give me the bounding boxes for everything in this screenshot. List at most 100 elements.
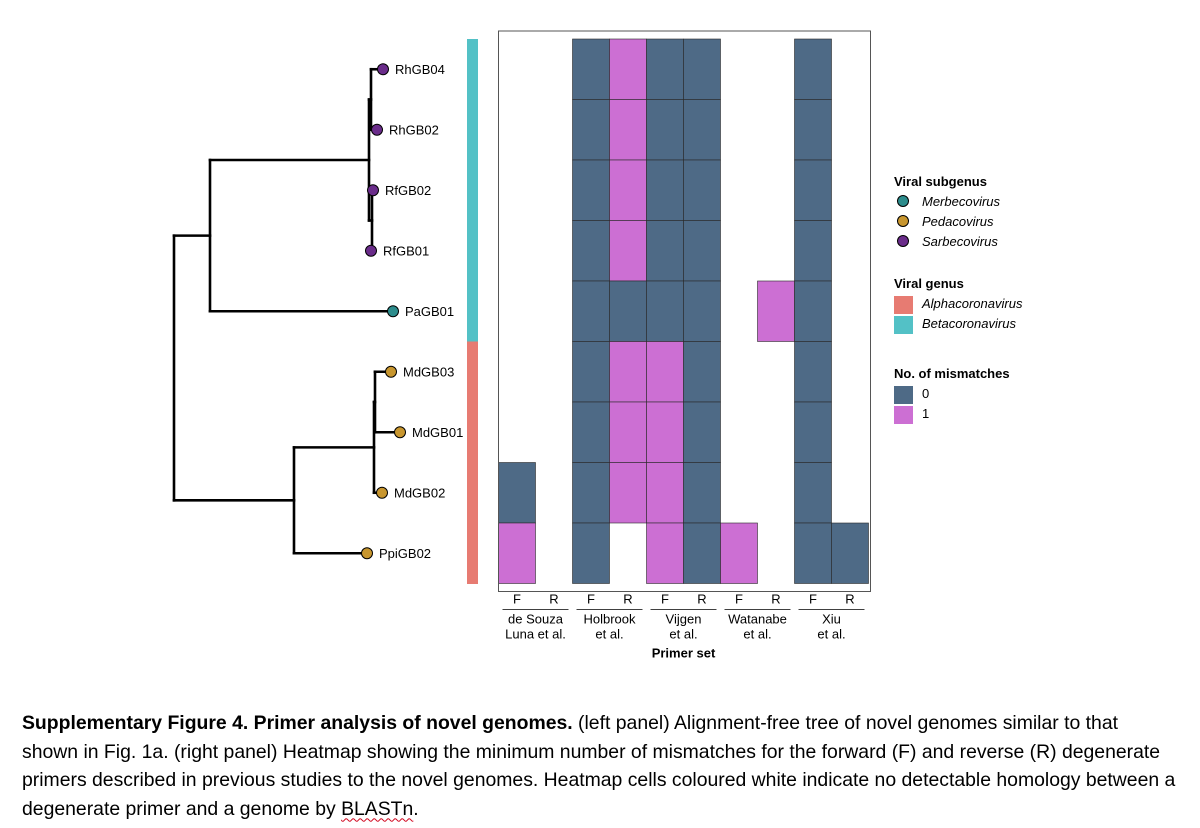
legend-title: Viral genus bbox=[894, 276, 964, 291]
heatmap-cell bbox=[572, 462, 610, 524]
x-tick-label: R bbox=[623, 592, 632, 607]
heatmap-cell bbox=[831, 522, 869, 584]
legend-label: 1 bbox=[922, 406, 929, 421]
figure-caption: Supplementary Figure 4. Primer analysis … bbox=[22, 709, 1178, 823]
heatmap-cell bbox=[794, 99, 832, 161]
primer-set-label: Xiu bbox=[822, 612, 841, 627]
heatmap-cell bbox=[646, 462, 684, 524]
heatmap-cell bbox=[572, 341, 610, 403]
legend-title: Viral subgenus bbox=[894, 174, 987, 189]
primer-set-label: et al. bbox=[817, 627, 845, 642]
heatmap-cell bbox=[572, 280, 610, 342]
x-tick-label: F bbox=[735, 592, 743, 607]
legend-label: Sarbecovirus bbox=[922, 234, 998, 249]
heatmap-cell bbox=[683, 280, 721, 342]
caption-blastn: BLASTn bbox=[341, 797, 414, 820]
legend-swatch bbox=[894, 406, 913, 424]
x-tick-label: R bbox=[549, 592, 558, 607]
legend-swatch bbox=[897, 195, 909, 207]
legend-label: 0 bbox=[922, 386, 929, 401]
heatmap-cell bbox=[498, 462, 536, 524]
legend-swatch bbox=[894, 386, 913, 404]
legend-label: Alphacoronavirus bbox=[921, 296, 1023, 311]
heatmap-cells bbox=[498, 38, 869, 584]
tree-tip-label: MdGB01 bbox=[412, 425, 463, 440]
heatmap-cell bbox=[646, 38, 684, 100]
legend-label: Pedacovirus bbox=[922, 214, 994, 229]
heatmap-cell bbox=[794, 159, 832, 221]
primer-set-label: et al. bbox=[669, 627, 697, 642]
caption-title: Supplementary Figure 4. Primer analysis … bbox=[22, 712, 573, 734]
primer-set-label: et al. bbox=[743, 627, 771, 642]
genus-bar-segment bbox=[467, 523, 478, 584]
heatmap-cell bbox=[794, 38, 832, 100]
x-tick-label: R bbox=[697, 592, 706, 607]
tree-tip-point bbox=[371, 123, 383, 136]
heatmap-cell bbox=[572, 401, 610, 463]
tree-tip-label: PpiGB02 bbox=[379, 546, 431, 561]
figure-svg: RhGB04 RhGB02 RfGB02 RfGB01 PaGB01 MdGB03 MdGB… bbox=[172, 30, 1023, 661]
primer-set-label: Vijgen bbox=[666, 612, 702, 627]
heatmap-cell bbox=[683, 462, 721, 524]
x-tick-label: F bbox=[809, 592, 817, 607]
genus-bar-segment bbox=[467, 462, 478, 524]
heatmap-cell bbox=[683, 401, 721, 463]
heatmap-cell bbox=[572, 220, 610, 282]
legends: Viral subgenus Merbecovirus Pedacovirus Sar… bbox=[894, 174, 1023, 424]
heatmap-cell bbox=[683, 522, 721, 584]
legend-swatch bbox=[897, 215, 909, 227]
heatmap-cell bbox=[609, 341, 647, 403]
primer-set-label: et al. bbox=[595, 627, 623, 642]
caption-end: . bbox=[413, 797, 419, 820]
heatmap-cell bbox=[683, 220, 721, 282]
heatmap-cell bbox=[683, 341, 721, 403]
heatmap-cell bbox=[757, 280, 795, 342]
heatmap-border bbox=[498, 30, 871, 592]
heatmap-cell bbox=[646, 159, 684, 221]
genus-bar-segment bbox=[467, 341, 478, 403]
heatmap-cell bbox=[646, 341, 684, 403]
x-tick-label: F bbox=[587, 592, 595, 607]
heatmap-cell bbox=[646, 99, 684, 161]
genus-bar-segment bbox=[467, 281, 478, 342]
heatmap-cell bbox=[794, 341, 832, 403]
phylogenetic-tree: RhGB04 RhGB02 RfGB02 RfGB01 PaGB01 MdGB03 MdGB… bbox=[172, 62, 463, 561]
heatmap-cell bbox=[572, 99, 610, 161]
heatmap-cell bbox=[794, 462, 832, 524]
heatmap-cell bbox=[794, 220, 832, 282]
primer-set-label: Watanabe bbox=[728, 612, 787, 627]
heatmap-cell bbox=[794, 401, 832, 463]
heatmap-cell bbox=[646, 280, 684, 342]
tree-tip-point bbox=[387, 305, 399, 318]
x-tick-label: F bbox=[661, 592, 669, 607]
tree-tip-point bbox=[365, 244, 377, 257]
tree-tip-point bbox=[385, 365, 397, 378]
heatmap-cell bbox=[683, 99, 721, 161]
legend-label: Betacoronavirus bbox=[922, 316, 1016, 331]
x-axis-title: Primer set bbox=[652, 646, 716, 661]
genus-bar-segment bbox=[467, 402, 478, 463]
heatmap-cell bbox=[720, 522, 758, 584]
heatmap-cell bbox=[572, 522, 610, 584]
heatmap-cell bbox=[646, 220, 684, 282]
primer-set-label: Luna et al. bbox=[505, 627, 566, 642]
heatmap-cell bbox=[498, 522, 536, 584]
heatmap-cell bbox=[572, 38, 610, 100]
heatmap-cell bbox=[609, 280, 647, 342]
tree-tip-point bbox=[361, 547, 373, 560]
legend-title: No. of mismatches bbox=[894, 366, 1010, 381]
legend-label: Merbecovirus bbox=[922, 194, 1001, 209]
genus-annotation-bar bbox=[467, 39, 478, 584]
heatmap-cell bbox=[683, 38, 721, 100]
primer-set-label: Holbrook bbox=[583, 612, 636, 627]
heatmap-cell bbox=[609, 99, 647, 161]
x-tick-label: R bbox=[771, 592, 780, 607]
heatmap-cell bbox=[794, 522, 832, 584]
tree-tip-label: RhGB02 bbox=[389, 122, 439, 137]
heatmap-cell bbox=[683, 159, 721, 221]
heatmap-cell bbox=[609, 220, 647, 282]
tree-tip-point bbox=[377, 63, 389, 76]
tree-tip-label: MdGB02 bbox=[394, 485, 445, 500]
heatmap-cell bbox=[609, 159, 647, 221]
